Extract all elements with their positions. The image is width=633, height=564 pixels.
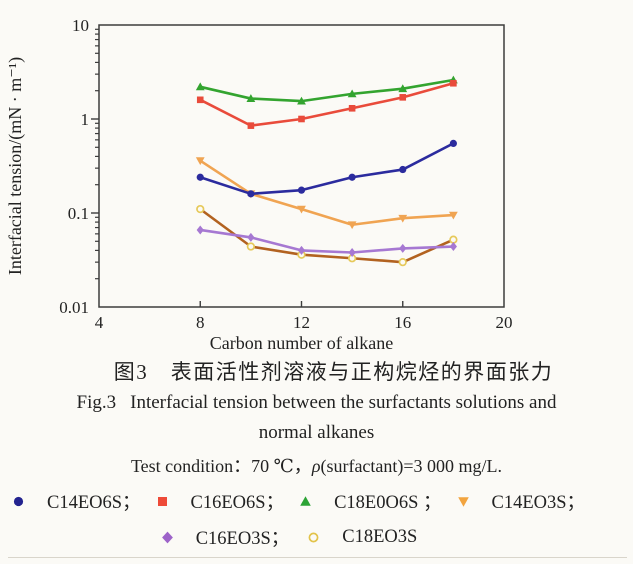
- square-marker-icon: [156, 495, 169, 508]
- legend-entry-c14eo3s: C14EO3S；: [457, 488, 586, 514]
- svg-text:8: 8: [196, 313, 205, 332]
- svg-text:10: 10: [72, 16, 89, 35]
- test-condition-suffix: (surfactant)=3 000 mg/L.: [320, 456, 503, 476]
- svg-text:0.01: 0.01: [59, 298, 89, 317]
- legend-label: C16EO6S；: [190, 493, 285, 513]
- svg-text:20: 20: [496, 313, 513, 332]
- legend-entry-c18eo3s: C18EO3S: [307, 527, 417, 548]
- test-condition: Test condition：70 ℃，ρ(surfactant)=3 000 …: [0, 450, 633, 482]
- legend-row-1: C14EO6S； C16EO6S； C18E0O6S ； C14EO3S；: [0, 482, 633, 520]
- caption-english-line1: Fig.3 Interfacial tension between the sur…: [0, 386, 633, 419]
- caption-chinese: 图3 表面活性剂溶液与正构烷烃的界面张力: [113, 360, 554, 384]
- rho-symbol: ρ: [311, 456, 321, 476]
- interfacial-tension-chart: 0.01 0.1 1 10 4 8 12 16 20 Carbon number of alkan…: [5, 16, 513, 352]
- legend-label: C18E0O6S ；: [334, 493, 442, 513]
- legend-label: C18EO3S: [342, 526, 418, 547]
- legend-entry-c16eo6s: C16EO6S；: [156, 488, 285, 514]
- legend-label: C14EO6S；: [47, 493, 141, 513]
- svg-text:Carbon number of alkane: Carbon number of alkane: [210, 333, 393, 352]
- legend-entry-c14eo6s: C14EO6S；: [12, 488, 141, 514]
- triangle-up-marker-icon: [299, 495, 312, 508]
- legend-entry-c18e0o6s: C18E0O6S ；: [299, 488, 442, 514]
- triangle-down-marker-icon: [457, 495, 470, 508]
- open-circle-marker-icon: [307, 531, 320, 544]
- svg-text:12: 12: [293, 313, 310, 332]
- legend-row-2: C16EO3S； C18EO3S: [0, 520, 633, 554]
- legend-label: C16EO3S；: [195, 529, 290, 549]
- legend-label: C14EO3S；: [491, 493, 586, 513]
- svg-text:0.1: 0.1: [68, 204, 89, 223]
- chart-area: 0.01 0.1 1 10 4 8 12 16 20 Carbon number of alkan…: [5, 16, 513, 352]
- circle-marker-icon: [12, 495, 25, 508]
- caption-english-line2: normal alkanes: [258, 422, 375, 443]
- svg-text:16: 16: [394, 313, 411, 332]
- page-divider: [8, 557, 627, 558]
- svg-text:4: 4: [95, 313, 104, 332]
- diamond-marker-icon: [161, 531, 174, 544]
- figure-number: Fig.3: [76, 392, 117, 413]
- svg-text:1: 1: [81, 110, 90, 129]
- test-condition-prefix: Test condition：70 ℃，: [130, 456, 312, 476]
- svg-text:Interfacial tension/(mN · m⁻¹): Interfacial tension/(mN · m⁻¹): [5, 57, 26, 275]
- figure-title-text: Interfacial tension between the surfacta…: [130, 392, 557, 413]
- legend-entry-c16eo3s: C16EO3S；: [161, 524, 290, 550]
